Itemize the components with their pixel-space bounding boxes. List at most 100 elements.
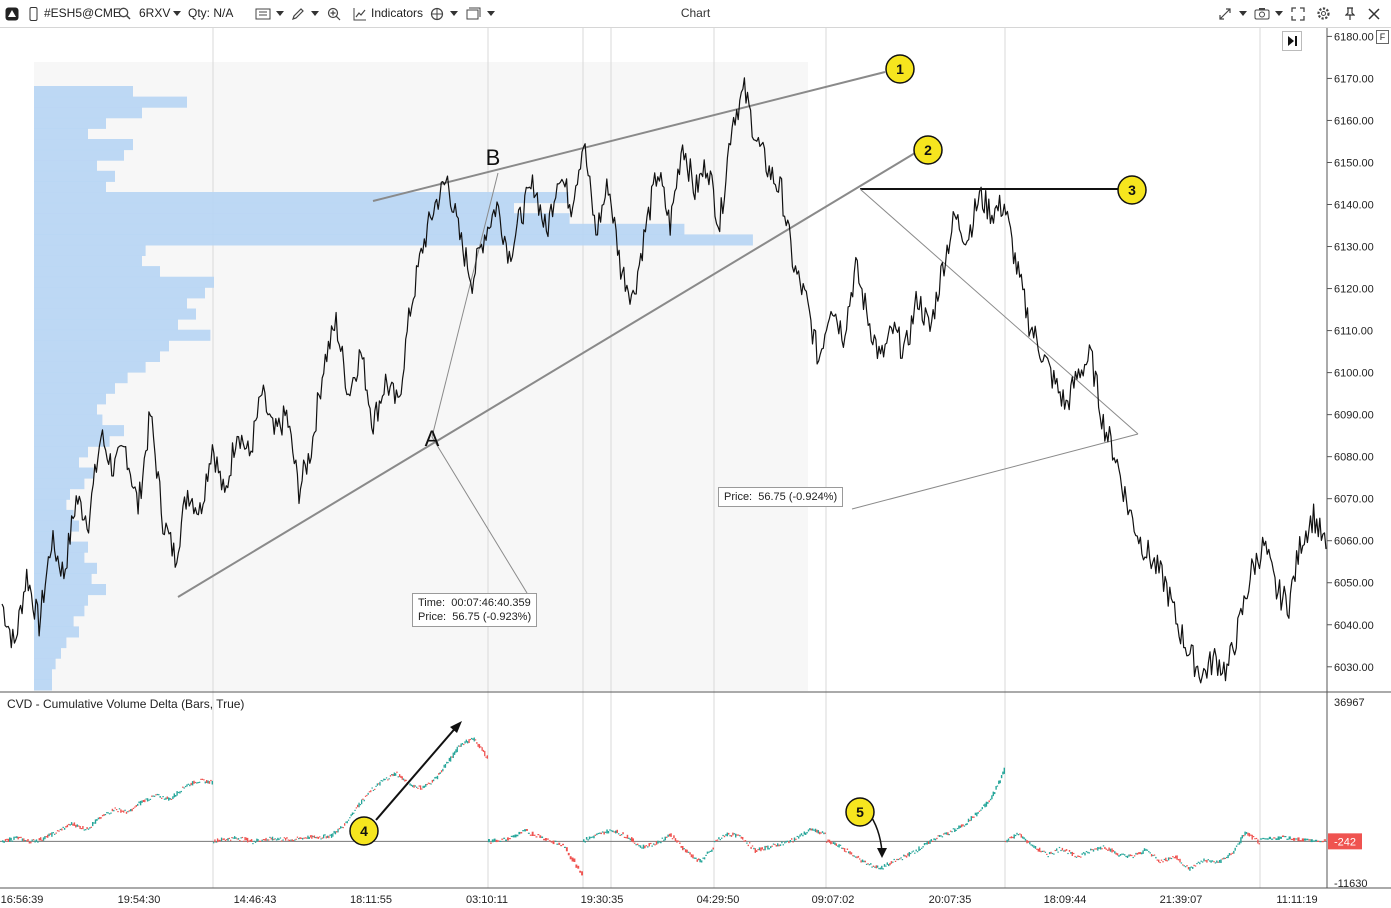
cvd-bar (49, 833, 52, 835)
camera-chevron-down-icon[interactable] (1275, 0, 1283, 27)
cvd-bar (342, 827, 344, 829)
cvd-bar (85, 829, 87, 831)
interval-dropdown-chevron-down-icon[interactable] (173, 0, 181, 27)
indicators-button[interactable]: Indicators (371, 6, 424, 20)
cvd-bar (692, 854, 694, 859)
cvd-bar (644, 845, 646, 849)
indicators-icon[interactable] (353, 0, 367, 27)
volume-profile-bar (34, 255, 142, 267)
cvd-bar (812, 828, 814, 831)
cvd-bar (966, 823, 968, 825)
cvd-bar (609, 829, 611, 831)
cvd-bar (985, 801, 988, 807)
volume-profile-bar (34, 170, 115, 182)
draw-chevron-down-icon[interactable] (311, 0, 319, 27)
cvd-bar (1061, 847, 1064, 851)
cvd-bar (123, 810, 125, 813)
phone-icon[interactable] (29, 0, 38, 27)
cvd-bar (756, 850, 758, 852)
cvd-bar (381, 780, 384, 782)
marker-label-1: 1 (896, 61, 904, 77)
cvd-bar (899, 858, 901, 860)
fullscreen-icon[interactable] (1291, 0, 1305, 27)
cvd-bar (312, 835, 314, 838)
camera-icon[interactable] (1254, 0, 1270, 27)
templates-icon[interactable] (466, 0, 481, 27)
cvd-bar (93, 822, 95, 824)
scroll-to-end-icon[interactable] (1282, 31, 1302, 51)
measure-line (431, 172, 499, 438)
time-tick-label: 16:56:39 (1, 894, 44, 906)
time-axis[interactable]: 16:56:39 19:54:30 14:46:43 18:11:55 03:10:11… (1, 894, 1318, 906)
objects-icon[interactable] (430, 0, 444, 27)
cvd-bar (1209, 860, 1211, 862)
cvd-bar (51, 832, 53, 837)
cvd-bar (952, 828, 955, 830)
cvd-bar (828, 839, 831, 843)
app-logo-icon[interactable] (5, 0, 19, 27)
cvd-bar (889, 862, 891, 866)
cvd-bar (1112, 850, 1115, 852)
interval-selector[interactable]: 6RXV (139, 6, 171, 20)
price-axis[interactable]: 6180.00 6170.00 6160.00 6150.00 6140.00 6130.… (1327, 31, 1374, 674)
cvd-bar (418, 785, 420, 787)
measure-tooltip-2: Price: 56.75 (-0.924%) (718, 487, 844, 507)
cursor-icon[interactable] (1218, 0, 1233, 27)
search-icon[interactable] (118, 0, 131, 27)
cvd-bar (270, 837, 272, 840)
cvd-bar (981, 807, 983, 810)
candles-icon[interactable] (255, 0, 271, 27)
close-icon[interactable] (1368, 0, 1380, 27)
cvd-bar (1145, 848, 1147, 851)
volume-profile-bar (34, 393, 106, 405)
price-value: 56.75 (-0.924%) (758, 491, 838, 503)
cvd-bar (516, 834, 519, 837)
cvd-bar (1029, 842, 1031, 845)
cvd-bar (1138, 852, 1140, 855)
cvd-bar (114, 807, 116, 809)
cvd-bar (104, 814, 107, 816)
cvd-bar (186, 784, 188, 787)
cvd-bar (930, 839, 932, 842)
cvd-bar (556, 843, 559, 845)
cvd-bar (973, 816, 975, 818)
cvd-bar (357, 804, 359, 808)
pencil-icon[interactable] (291, 0, 305, 27)
templates-chevron-down-icon[interactable] (487, 0, 495, 27)
volume-profile-bar (34, 509, 74, 521)
objects-chevron-down-icon[interactable] (450, 0, 458, 27)
gear-icon[interactable] (1316, 0, 1331, 27)
cursor-chevron-down-icon[interactable] (1239, 0, 1247, 27)
f-badge[interactable]: F (1376, 30, 1389, 44)
cvd-bar (393, 772, 395, 776)
price-tick-label: 6090.00 (1334, 410, 1374, 422)
cvd-bar (965, 823, 967, 826)
cvd-bar (569, 856, 572, 860)
cvd-bar (436, 775, 439, 780)
cvd-bar (65, 826, 67, 828)
pin-icon[interactable] (1344, 0, 1356, 27)
cvd-bar (631, 837, 633, 842)
cvd-bar (435, 776, 437, 779)
cvd-axis[interactable]: 36967 -11630 -242 (1328, 697, 1367, 890)
cvd-bar (273, 838, 275, 841)
zoom-icon[interactable] (327, 0, 341, 27)
qty-field[interactable]: Qty: N/A (188, 6, 234, 20)
cvd-bar (48, 833, 50, 837)
cvd-bar (329, 834, 331, 836)
cvd-bar (590, 836, 592, 839)
marker-3 (1117, 175, 1147, 205)
cvd-bar (1135, 852, 1137, 855)
cvd-bar (4, 839, 7, 842)
chart-area[interactable]: A B 1 2 3 6180.00 6170.00 6160.00 6150.00 6140.0… (0, 28, 1391, 908)
cvd-bar (695, 857, 697, 859)
chart-type-chevron-down-icon[interactable] (276, 0, 284, 27)
cvd-bar (657, 840, 659, 844)
cvd-bar (265, 837, 267, 841)
symbol-selector[interactable]: #ESH5@CME (44, 6, 121, 20)
cvd-bar (313, 835, 316, 839)
cvd-bar (1046, 853, 1048, 855)
cvd-bar (395, 773, 397, 776)
cvd-bar (696, 859, 698, 862)
cvd-bar (1179, 858, 1181, 863)
